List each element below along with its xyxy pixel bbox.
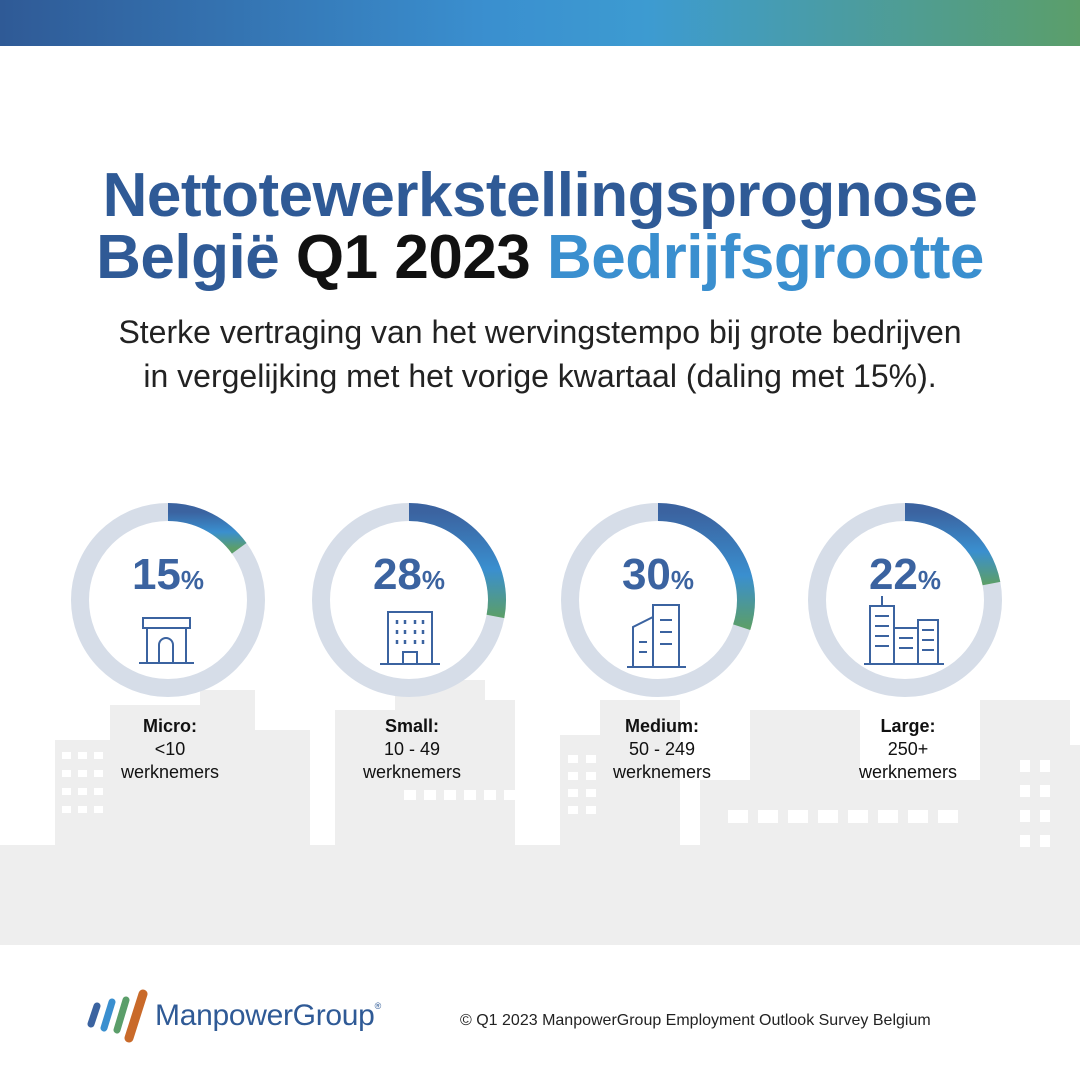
subtitle-line-1: Sterke vertraging van het wervingstempo …: [118, 314, 962, 350]
logo-wordmark: ManpowerGroup: [155, 999, 375, 1032]
category-label-large: Large: 250+ werknemers: [808, 715, 1008, 784]
category-label-medium: Medium: 50 - 249 werknemers: [562, 715, 762, 784]
registered-mark: ®: [374, 1001, 382, 1011]
title-topic: Bedrijfsgrootte: [547, 223, 984, 292]
top-gradient-bar: [0, 0, 1080, 46]
category-unit: werknemers: [858, 762, 958, 782]
donut-arc-medium: [657, 503, 755, 630]
category-label-micro: Micro: <10 werknemers: [70, 715, 270, 784]
category-name: Small:: [384, 716, 440, 736]
donut-arc-micro: [167, 503, 247, 554]
manpowergroup-logo-mark: [87, 989, 148, 1043]
category-range: <10: [154, 739, 186, 759]
title-quarter: Q1 2023: [295, 223, 531, 292]
title-line-1: Nettotewerkstellingsprognose: [102, 161, 978, 230]
title-country: België: [96, 223, 280, 292]
category-label-small: Small: 10 - 49 werknemers: [312, 715, 512, 784]
donut-charts: 15% 28% 30% 22%: [71, 503, 1002, 697]
city-buildings-icon: [864, 596, 944, 665]
category-range: 10 - 49: [383, 739, 441, 759]
donut-arc-large: [904, 503, 1001, 586]
copyright-notice: © Q1 2023 ManpowerGroup Employment Outlo…: [460, 1012, 931, 1029]
title-line-2: België Q1 2023 Bedrijfsgrootte: [0, 227, 1080, 289]
value-label-large: 22%: [869, 550, 941, 599]
category-range: 250+: [887, 739, 929, 759]
office-building-icon: [380, 611, 440, 665]
value-label-small: 28%: [373, 550, 445, 599]
category-range: 50 - 249: [628, 739, 696, 759]
category-unit: werknemers: [120, 762, 220, 782]
category-name: Large:: [880, 716, 936, 736]
towers-icon: [627, 604, 686, 668]
category-unit: werknemers: [612, 762, 712, 782]
city-skyline-background: [0, 680, 1080, 945]
manpowergroup-logo-text: ManpowerGroup®: [155, 999, 381, 1033]
value-label-medium: 30%: [622, 550, 694, 599]
subtitle: Sterke vertraging van het wervingstempo …: [0, 310, 1080, 398]
category-unit: werknemers: [362, 762, 462, 782]
value-label-micro: 15%: [132, 550, 204, 599]
donut-arc-small: [408, 503, 506, 619]
shop-icon: [139, 617, 194, 664]
subtitle-line-2: in vergelijking met het vorige kwartaal …: [143, 358, 937, 394]
page-title: Nettotewerkstellingsprognose België Q1 2…: [0, 165, 1080, 289]
category-name: Medium:: [625, 716, 699, 736]
category-name: Micro:: [143, 716, 197, 736]
